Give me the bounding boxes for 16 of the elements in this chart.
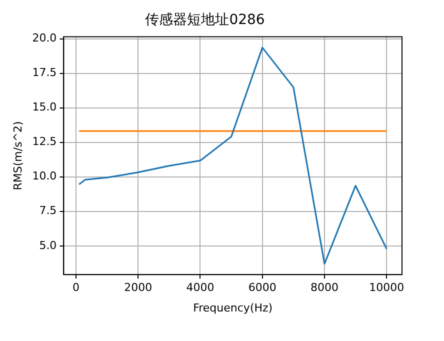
y-tick-label: 7.5 [39,204,57,218]
x-tick-label: 0 [72,281,80,294]
x-tick-label: 6000 [248,281,276,294]
y-tick-label: 20.0 [32,32,57,45]
chart-title: 传感器短地址0286 [145,12,265,28]
y-tick-label: 10.0 [32,170,57,183]
y-tick-label: 15.0 [32,100,57,114]
y-tick-label: 17.5 [32,66,57,80]
y-tick-label: 12.5 [32,135,57,148]
x-tick-label: 4000 [186,281,214,294]
x-axis-title: Frequency(Hz) [193,301,273,314]
x-tick-label: 8000 [310,281,338,294]
x-tick-label: 2000 [124,281,152,294]
y-axis-title: RMS(m/s^2) [11,121,24,190]
y-tick-label: 5.0 [39,238,57,252]
x-tick-label: 10000 [369,281,404,294]
